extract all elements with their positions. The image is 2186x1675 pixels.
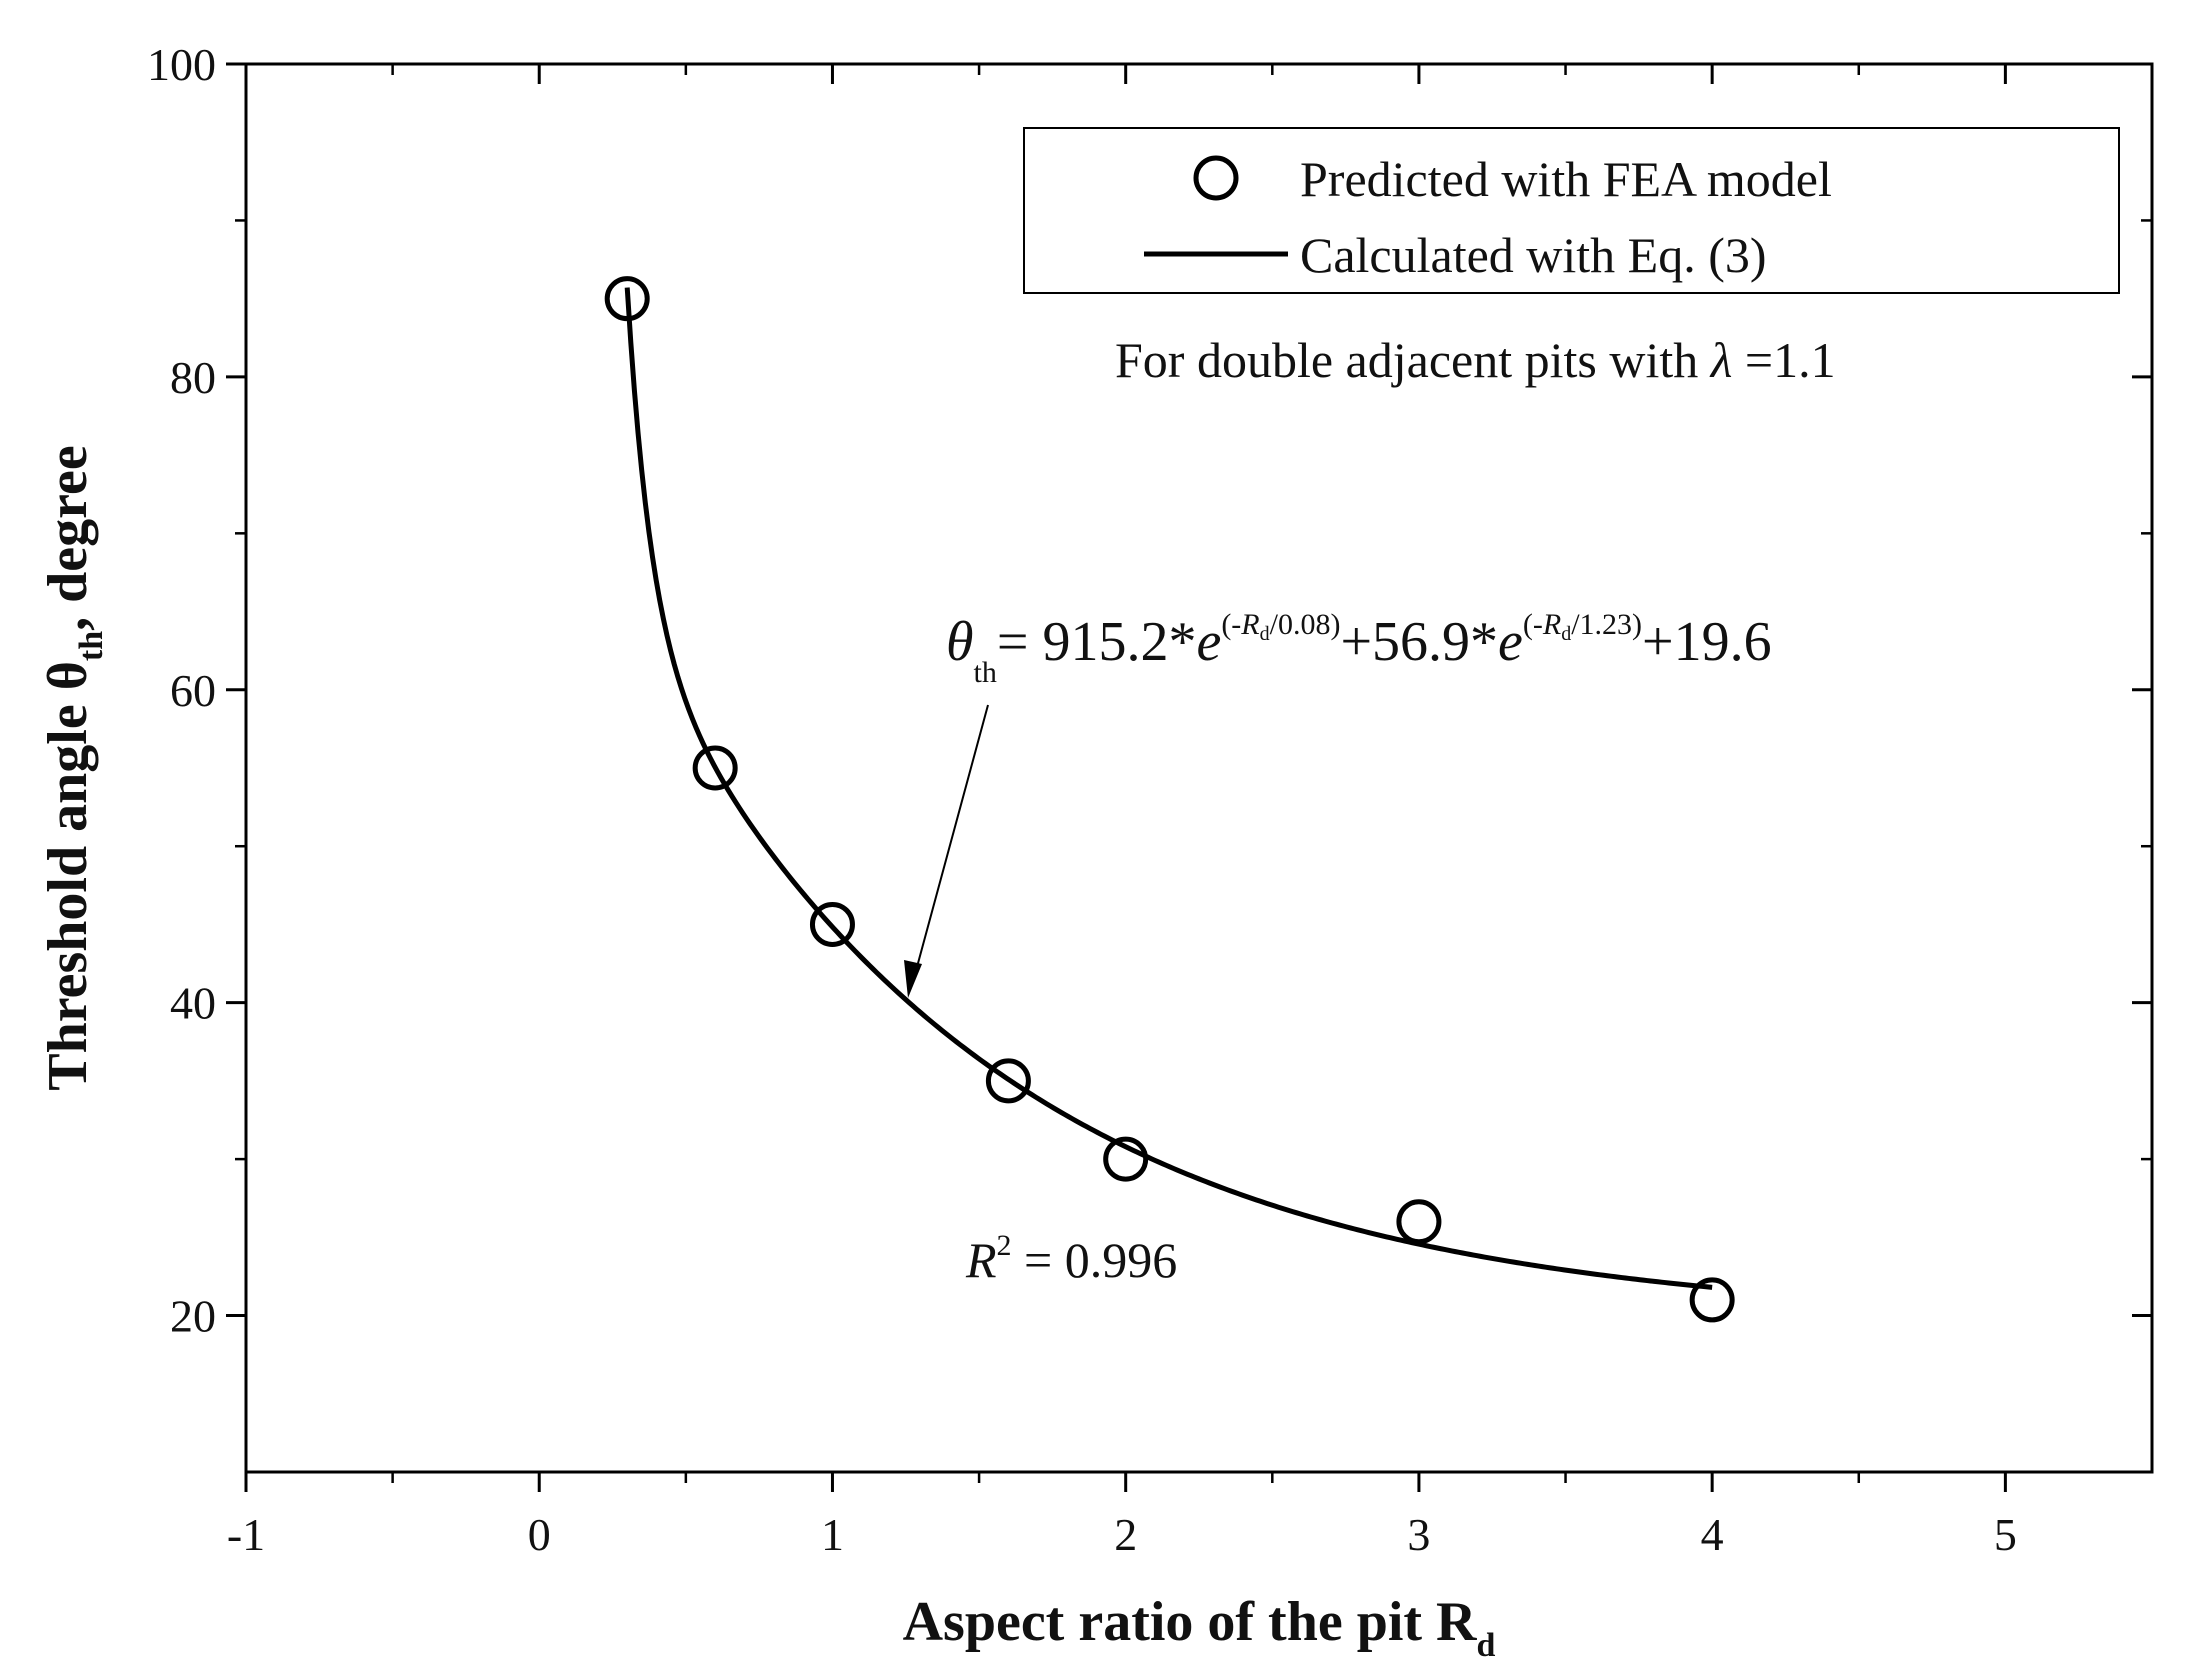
y-axis-title: Threshold angle θth, degree <box>37 445 110 1090</box>
condition-suffix: =1.1 <box>1732 332 1835 388</box>
r-squared-annotation: R2 = 0.996 <box>965 1229 1177 1288</box>
y-tick-label: 100 <box>147 39 216 90</box>
legend: Predicted with FEA model Calculated with… <box>1023 127 2120 294</box>
eq-exp2-pre: (- <box>1523 608 1543 641</box>
eq-exp2-post: /1.23) <box>1571 608 1642 641</box>
x-axis-title-main: Aspect ratio of the pit R <box>903 1591 1477 1653</box>
eq-exp1-var: R <box>1240 608 1259 641</box>
eq-e2: e <box>1498 611 1523 673</box>
y-axis-title-main: Threshold angle θ <box>37 661 99 1091</box>
x-tick-label: 3 <box>1407 1509 1430 1560</box>
eq-exp1-sub: d <box>1260 623 1270 645</box>
eq-exp2-sub: d <box>1561 623 1571 645</box>
fea-data-point <box>985 1058 1031 1104</box>
axis-tick-labels: -1 0 1 2 3 4 5 20 40 60 80 100 <box>147 39 2017 1560</box>
r2-var: R <box>965 1232 997 1288</box>
axis-ticks <box>226 62 2152 1492</box>
fea-data-point <box>1396 1199 1442 1245</box>
y-tick-label: 40 <box>170 978 216 1029</box>
r2-value: = 0.996 <box>1012 1232 1178 1288</box>
legend-marker-circle <box>1193 155 1239 201</box>
eq-lhs-sub: th <box>974 656 997 689</box>
x-axis-title: Aspect ratio of the pit Rd <box>903 1591 1496 1664</box>
y-tick-label: 20 <box>170 1291 216 1342</box>
y-axis-title-sub: th <box>73 631 110 661</box>
fea-data-point <box>809 901 855 947</box>
eq-exp1-pre: (- <box>1221 608 1241 641</box>
x-tick-label: 5 <box>1994 1509 2017 1560</box>
eq-lhs: θ <box>946 611 974 673</box>
eq-part3: +19.6 <box>1642 611 1772 673</box>
x-tick-label: 2 <box>1114 1509 1137 1560</box>
fea-data-point <box>1689 1277 1735 1323</box>
x-tick-label: -1 <box>227 1509 265 1560</box>
fea-markers <box>604 276 1735 1323</box>
eq-part1: = 915.2* <box>997 611 1197 673</box>
condition-symbol: λ <box>1709 332 1733 388</box>
eq-part2: +56.9* <box>1340 611 1498 673</box>
y-tick-label: 80 <box>170 352 216 403</box>
plot-frame <box>244 62 2154 1474</box>
x-tick-label: 4 <box>1701 1509 1724 1560</box>
y-tick-label: 60 <box>170 665 216 716</box>
eq-exp2-var: R <box>1542 608 1561 641</box>
x-axis-title-sub: d <box>1476 1627 1495 1664</box>
equation-arrow-line <box>913 704 989 979</box>
eq-e1: e <box>1196 611 1221 673</box>
x-tick-label: 0 <box>528 1509 551 1560</box>
legend-label-eq: Calculated with Eq. (3) <box>1300 227 1767 283</box>
legend-box <box>1023 127 2120 294</box>
condition-note: For double adjacent pits with λ =1.1 <box>1115 332 1836 388</box>
condition-prefix: For double adjacent pits with <box>1115 332 1711 388</box>
fea-data-point <box>1103 1136 1149 1182</box>
fea-data-point <box>604 276 650 322</box>
equation-annotation: θth= 915.2*e(-Rd/0.08)+56.9*e(-Rd/1.23)+… <box>946 608 1772 689</box>
fit-curve-line <box>624 287 1713 1290</box>
x-tick-label: 1 <box>821 1509 844 1560</box>
y-axis-title-suffix: , degree <box>37 445 99 631</box>
equation-arrowhead <box>904 960 922 998</box>
eq-exp1-post: /0.08) <box>1270 608 1341 641</box>
legend-label-fea: Predicted with FEA model <box>1300 151 1832 207</box>
fea-data-point <box>692 745 738 791</box>
r2-sup: 2 <box>997 1229 1012 1262</box>
